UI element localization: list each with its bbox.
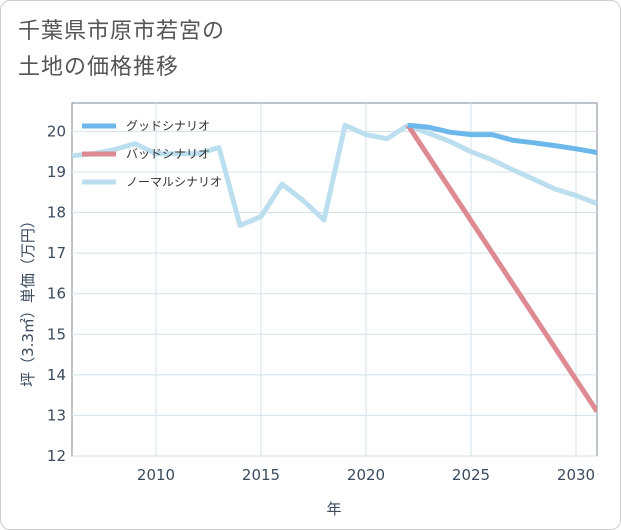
x-tick-label: 2015 [242,466,280,484]
legend-label: バッドシナリオ [126,147,210,161]
y-tick-label: 13 [47,406,66,424]
y-tick-label: 17 [47,244,66,262]
x-tick-label: 2025 [452,466,490,484]
y-tick-label: 12 [47,447,66,465]
series-line-0 [407,122,597,155]
legend-label: グッドシナリオ [126,119,210,133]
chart-title-line-1: 千葉県市原市若宮の [18,19,226,44]
axis-ticks: 12 13 14 15 16 17 18 19 20 2010 2015 2020 2025 2030 [47,122,595,484]
y-axis-label: 坪（3.3㎡）単価（万円） [19,213,37,387]
y-tick-label: 16 [47,285,66,303]
series-line-2 [72,122,597,228]
y-tick-label: 14 [47,366,66,384]
legend-label: ノーマルシナリオ [126,175,222,189]
y-tick-label: 15 [47,325,66,343]
grid-lines [72,103,597,457]
x-axis-label: 年 [326,500,341,518]
y-tick-label: 19 [47,163,66,181]
y-tick-label: 18 [47,204,66,222]
series-lines [72,122,597,413]
x-tick-label: 2020 [347,466,385,484]
y-tick-label: 20 [47,122,66,140]
x-tick-label: 2030 [557,466,595,484]
series-line-1 [405,123,597,413]
chart-title-line-2: 土地の価格推移 [18,55,180,80]
x-tick-label: 2010 [137,466,175,484]
chart-title: 千葉県市原市若宮の 土地の価格推移 [18,14,225,86]
